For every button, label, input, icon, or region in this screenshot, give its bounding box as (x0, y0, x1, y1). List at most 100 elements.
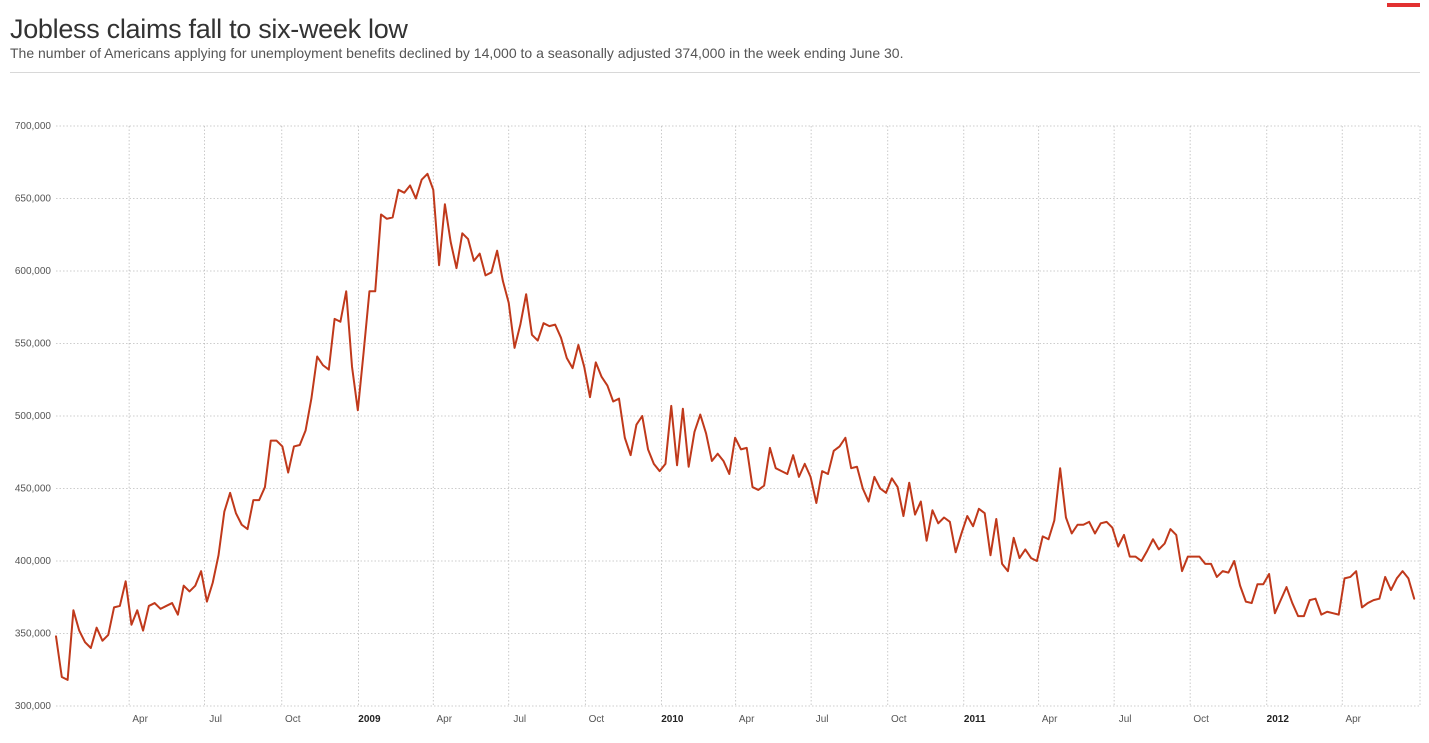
x-tick-label-month: Oct (1193, 714, 1209, 725)
data-point (1298, 616, 1299, 617)
data-point (1112, 527, 1113, 528)
data-point (526, 294, 527, 295)
data-point (340, 321, 341, 322)
data-point (1181, 571, 1182, 572)
data-point (589, 397, 590, 398)
x-tick-label-month: Oct (891, 714, 907, 725)
data-point (856, 466, 857, 467)
data-point (642, 415, 643, 416)
data-point (171, 602, 172, 603)
data-point (711, 460, 712, 461)
data-point (653, 463, 654, 464)
chart-title: Jobless claims fall to six-week low (10, 14, 408, 44)
data-point (357, 410, 358, 411)
data-point (1031, 558, 1032, 559)
x-tick-label-year: 2010 (661, 714, 684, 725)
data-point (543, 323, 544, 324)
gridlines (56, 125, 1421, 707)
data-point (1274, 613, 1275, 614)
data-point (1222, 571, 1223, 572)
data-point (1321, 614, 1322, 615)
data-point (137, 610, 138, 611)
data-point (1268, 573, 1269, 574)
data-point (201, 571, 202, 572)
data-point (659, 471, 660, 472)
data-point (1036, 560, 1037, 561)
x-tick-label-month: Apr (436, 714, 452, 725)
data-point (700, 414, 701, 415)
data-point (972, 526, 973, 527)
data-point (67, 679, 68, 680)
data-point (729, 473, 730, 474)
data-point (276, 440, 277, 441)
data-point (1100, 523, 1101, 524)
x-tick-label-year: 2009 (358, 714, 381, 725)
data-point (624, 437, 625, 438)
data-point (438, 265, 439, 266)
data-point (798, 476, 799, 477)
data-point (334, 318, 335, 319)
x-tick-label-month: Jul (209, 714, 222, 725)
data-point (1286, 587, 1287, 588)
data-point (427, 173, 428, 174)
data-point (572, 368, 573, 369)
data-point (601, 376, 602, 377)
x-tick-label-year: 2011 (964, 714, 986, 725)
data-point (537, 340, 538, 341)
data-point (1309, 600, 1310, 601)
data-point (1350, 576, 1351, 577)
data-point (456, 268, 457, 269)
data-point (822, 471, 823, 472)
data-point (1356, 571, 1357, 572)
data-point (166, 605, 167, 606)
data-point (1315, 598, 1316, 599)
data-point (1054, 520, 1055, 521)
data-point (827, 473, 828, 474)
data-point (154, 602, 155, 603)
data-point (224, 511, 225, 512)
data-point (160, 608, 161, 609)
data-point (938, 523, 939, 524)
data-point (1187, 556, 1188, 557)
data-point (671, 405, 672, 406)
data-point (1239, 585, 1240, 586)
x-tick-label-month: Jul (1119, 714, 1132, 725)
data-point (322, 365, 323, 366)
data-point (647, 449, 648, 450)
data-point (102, 640, 103, 641)
data-point (113, 607, 114, 608)
data-point (1019, 558, 1020, 559)
data-point (1001, 563, 1002, 564)
data-point (560, 337, 561, 338)
data-point (1106, 521, 1107, 522)
data-point (874, 476, 875, 477)
data-point (288, 472, 289, 473)
x-tick-label-month: Jul (513, 714, 526, 725)
data-point (61, 676, 62, 677)
data-point (1367, 602, 1368, 603)
data-point (462, 233, 463, 234)
data-point (996, 518, 997, 519)
data-point (868, 501, 869, 502)
data-point (259, 500, 260, 501)
data-point (717, 453, 718, 454)
data-point (1135, 556, 1136, 557)
data-point (1390, 589, 1391, 590)
data-point (723, 460, 724, 461)
data-point (235, 513, 236, 514)
data-point (131, 624, 132, 625)
data-point (270, 440, 271, 441)
y-tick-label: 600,000 (15, 266, 52, 277)
data-point (665, 463, 666, 464)
data-point (125, 581, 126, 582)
data-point (764, 485, 765, 486)
data-point (230, 492, 231, 493)
data-point (328, 369, 329, 370)
x-tick-label-month: Apr (132, 714, 148, 725)
data-point (1083, 524, 1084, 525)
data-point (984, 513, 985, 514)
data-point (903, 515, 904, 516)
y-tick-label: 300,000 (15, 701, 52, 712)
data-point (630, 455, 631, 456)
